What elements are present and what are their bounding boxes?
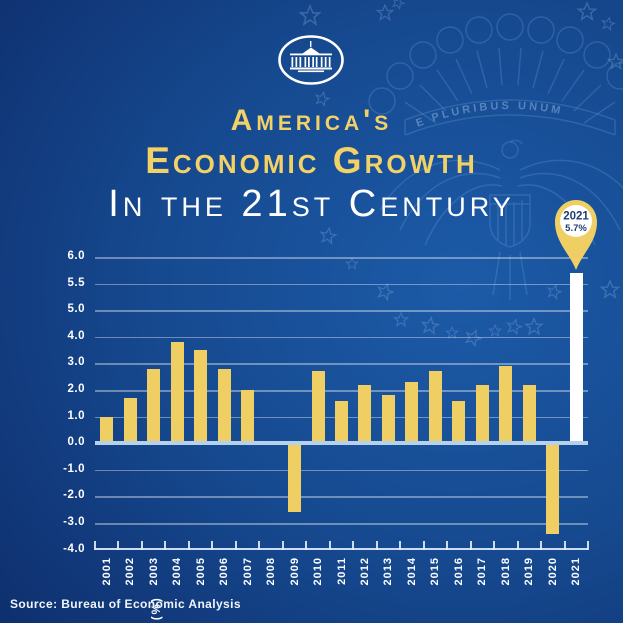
y-tick-label-2.0: 2.0 [67,383,85,395]
x-label-2007: 2007 [241,556,254,586]
x-axis-tick [516,540,519,550]
bar-2021 [569,272,583,442]
source-credit: Source: Bureau of Economic Analysis [10,597,241,611]
x-axis-tick [305,540,308,550]
bar-2014 [405,382,419,442]
bar-2004 [170,342,184,442]
y-tick-label-4.0: 4.0 [67,329,85,342]
x-axis-tick [234,540,237,550]
gridline-2.0 [95,390,588,392]
x-axis-tick [187,540,190,550]
x-label-2003: 2003 [147,556,160,586]
x-label-2015: 2015 [429,556,442,586]
x-axis-tick [281,540,284,550]
x-label-2014: 2014 [405,556,418,586]
x-axis-line [95,547,588,550]
gridline-6.0 [95,257,588,259]
x-axis-tick [446,540,449,550]
title-line-3: In the 21st Century [108,183,515,225]
gridline-4.0 [95,336,588,339]
x-axis-tick [164,540,167,550]
white-house-logo [278,35,344,85]
x-label-2004: 2004 [171,556,184,586]
x-label-2008: 2008 [265,556,278,586]
x-label-2020: 2020 [546,556,559,586]
gdp-bar-chart: GDP GROWTH (%) 6.05.55.04.03.02.01.00.0-… [63,250,589,623]
bar-2006 [217,368,231,442]
callout-pin-2021: 2021 5.7% [555,200,597,270]
x-label-2019: 2019 [523,556,536,586]
x-label-2012: 2012 [358,556,371,586]
y-tick-label-5.0: 5.0 [67,303,85,316]
gridline-5.0 [95,310,588,312]
bar-2005 [194,350,208,442]
x-axis-tick [140,540,143,550]
x-label-2010: 2010 [312,556,325,586]
bar-2009 [288,445,302,513]
gridline--3.0 [95,523,588,525]
x-label-2021: 2021 [570,556,583,586]
bar-2003 [147,368,161,442]
bar-2012 [358,384,372,442]
y-tick-label--3.0: -3.0 [63,516,85,528]
y-tick-label-3.0: 3.0 [67,356,85,369]
x-axis-tick [211,540,214,550]
callout-year: 2021 [563,211,589,223]
x-axis-tick [587,540,589,550]
zero-baseline [95,441,588,446]
x-axis-tick [422,540,425,550]
bar-2015 [428,371,442,442]
title-line-2: Economic Growth [145,140,478,181]
x-axis-tick [94,540,96,550]
white-house-facade-icon [290,41,332,73]
y-tick-label-5.5: 5.5 [67,276,85,289]
x-axis-tick [375,540,378,550]
y-tick-label--4.0: -4.0 [63,542,85,555]
x-axis-tick [352,540,355,550]
x-axis-tick [399,540,402,550]
bar-2007 [241,390,255,442]
bar-2016 [452,400,466,442]
bar-2020 [546,445,560,534]
bar-2019 [522,384,536,442]
bar-2017 [475,384,489,442]
bar-2011 [335,400,348,442]
x-label-2013: 2013 [382,556,395,586]
bar-2018 [499,366,513,442]
x-label-2009: 2009 [288,556,301,586]
title-line-1: America's [230,104,393,137]
y-tick-label-0.0: 0.0 [67,436,85,449]
x-label-2017: 2017 [476,556,489,586]
gridline--2.0 [95,496,588,498]
y-tick-label--1.0: -1.0 [63,462,85,475]
x-label-2005: 2005 [194,556,207,586]
x-axis-tick [563,540,566,550]
gridline-3.0 [95,363,588,365]
x-axis-tick [328,540,331,550]
y-tick-label-1.0: 1.0 [67,409,85,422]
x-axis-tick [540,540,543,550]
y-tick-label--2.0: -2.0 [63,489,85,502]
gridline-5.5 [95,283,588,286]
x-label-2001: 2001 [100,556,113,586]
gridline--1.0 [95,469,588,472]
x-label-2006: 2006 [218,556,231,586]
x-axis-tick [117,540,120,550]
bar-2013 [381,395,395,442]
x-label-2011: 2011 [335,556,348,585]
x-axis-tick [258,540,261,550]
bar-2010 [311,371,325,442]
bar-2001 [100,416,114,442]
x-label-2018: 2018 [499,556,512,586]
callout-value: 5.7% [565,223,587,234]
bar-2002 [123,397,137,442]
x-axis-tick [493,540,496,550]
x-label-2002: 2002 [124,556,137,586]
x-label-2016: 2016 [452,556,465,586]
y-tick-label-6.0: 6.0 [67,250,85,262]
x-axis-tick [469,540,472,550]
